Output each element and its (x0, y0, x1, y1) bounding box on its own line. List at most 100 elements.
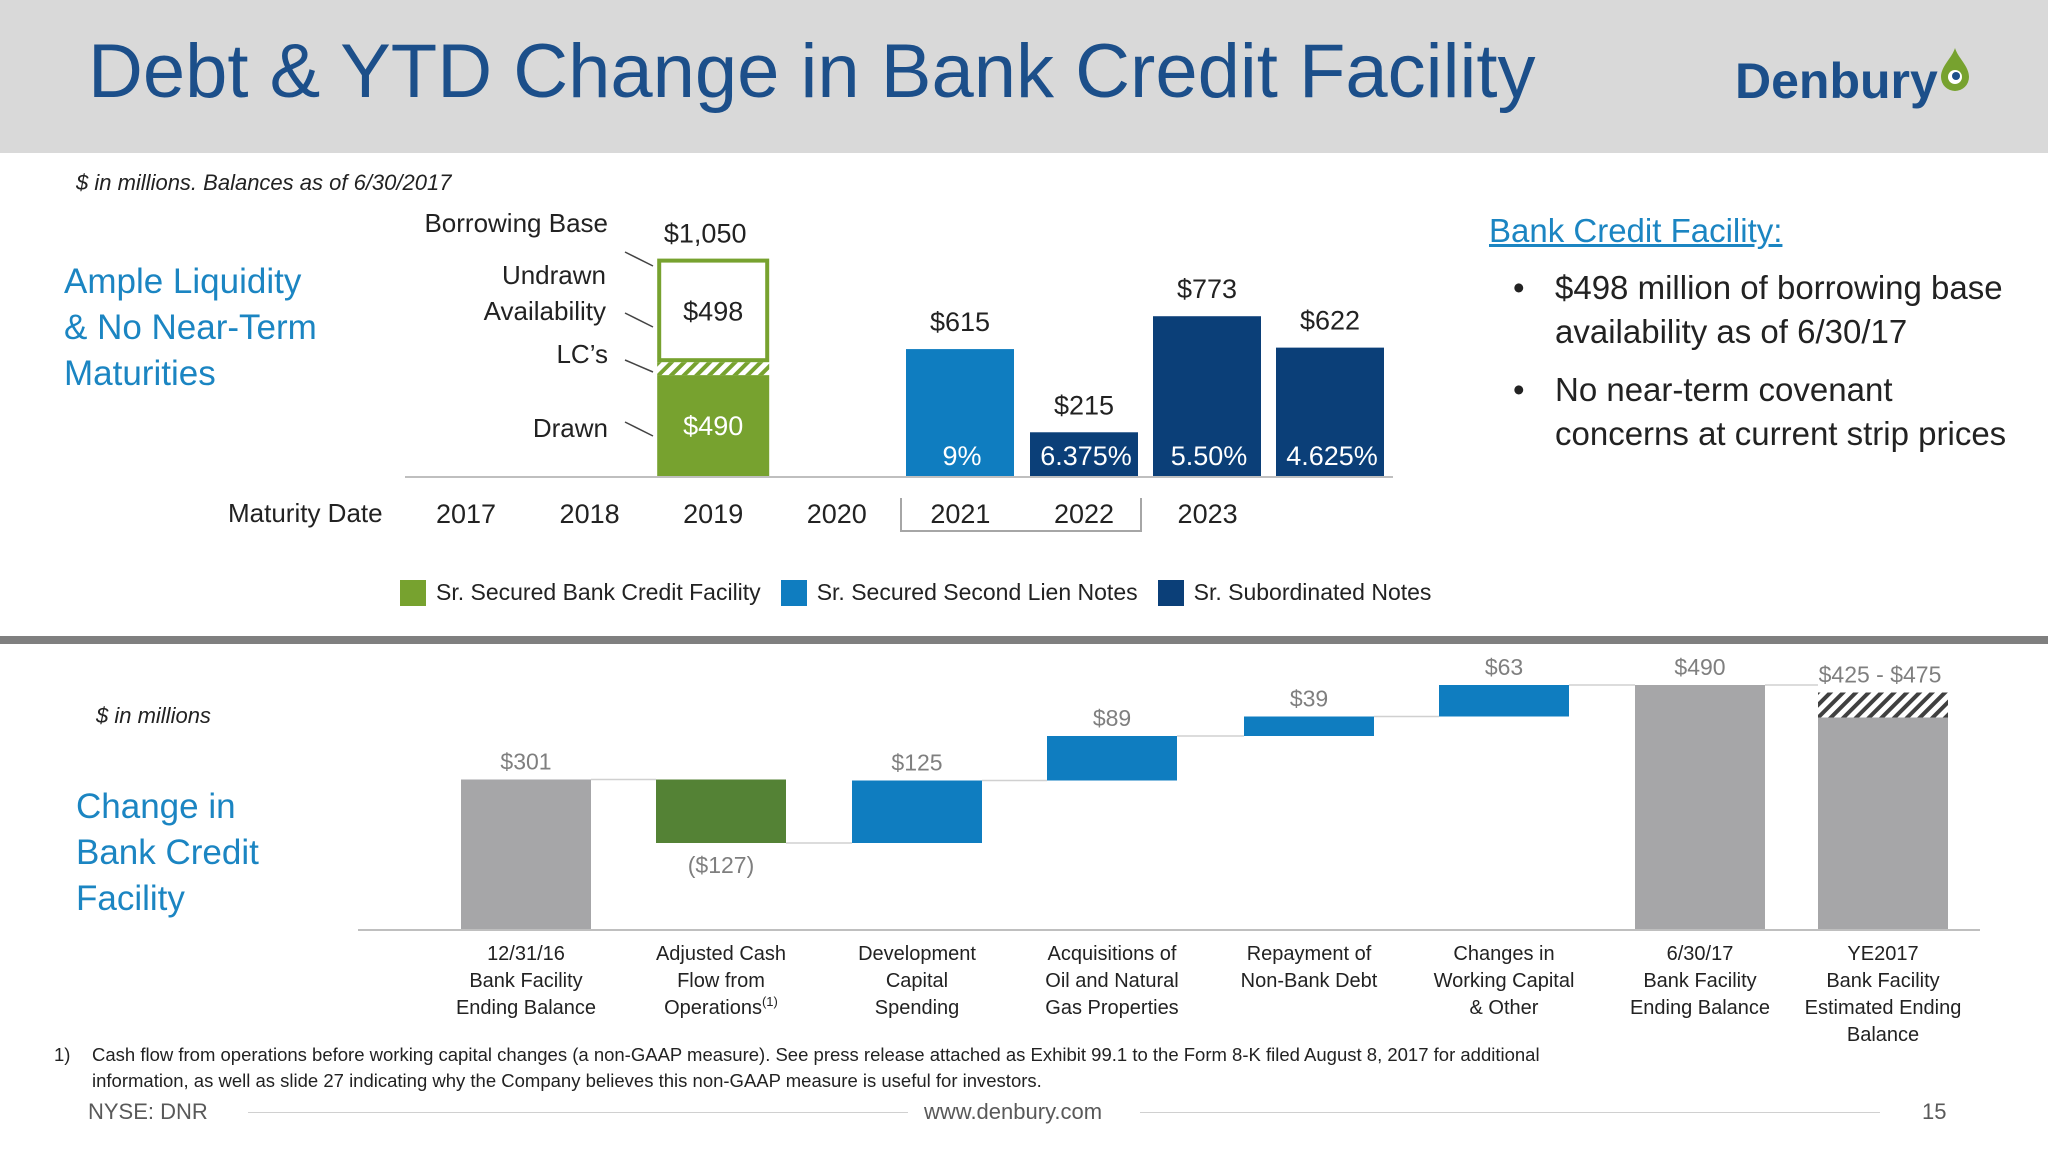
undrawn-pointer (624, 312, 654, 328)
lcs-pointer (624, 359, 654, 373)
waterfall-bar (1244, 716, 1374, 736)
bank-facility-bullets: $498 million of borrowing base availabil… (1510, 266, 2030, 470)
bank-facility-title: Bank Credit Facility: (1489, 212, 1783, 249)
bar-rate-label: 6.375% (1040, 441, 1132, 471)
heading-line: & No Near-Term (64, 308, 317, 347)
logo-drop-icon (1941, 48, 1969, 91)
waterfall-value-label: $490 (1674, 654, 1725, 680)
bar-2022 (1153, 316, 1261, 477)
waterfall-value-label: $89 (1093, 705, 1131, 731)
footer-page-number: 15 (1922, 1099, 1947, 1124)
waterfall-bar (852, 780, 982, 843)
legend-item-second-lien: Sr. Secured Second Lien Notes (780, 579, 1138, 606)
company-logo-text: Denbury (1735, 53, 1938, 109)
waterfall-category-label: Repayment of Non-Bank Debt (1241, 943, 1378, 992)
heading-line: Ample Liquidity (64, 262, 302, 301)
drawn-annotation: Drawn (533, 413, 608, 443)
legend-swatch (780, 579, 807, 606)
section-divider (0, 636, 2048, 644)
borrowing-base-pointer (624, 251, 654, 267)
waterfall-category-label: 12/31/16 Bank Facility Ending Balance (456, 943, 596, 1019)
units-note-top: $ in millions. Balances as of 6/30/2017 (76, 170, 452, 195)
bar-undrawn (657, 258, 770, 363)
undrawn-annotation-line2: Availability (484, 296, 606, 326)
footnote-number: 1) (54, 1044, 71, 1065)
x-tick-label: 2018 (560, 499, 620, 529)
undrawn-annotation-line1: Undrawn (502, 260, 606, 290)
maturity-chart: 2017 2018 2019 2020 2021 2022 2023 $490 $498 $1,0… (228, 208, 1393, 532)
x-tick-label: 2019 (683, 499, 743, 529)
waterfall-bar (1818, 717, 1948, 930)
heading-line: Facility (76, 879, 185, 918)
legend-label: Sr. Subordinated Notes (1193, 579, 1432, 605)
x-axis-label: Maturity Date (228, 498, 383, 528)
bar-value-label: $615 (930, 307, 990, 337)
units-note-bottom: $ in millions (96, 703, 211, 728)
year-2021-bracket (900, 498, 1142, 532)
footer-website: www.denbury.com (924, 1099, 1103, 1124)
bar-rate-label: 5.50% (1171, 441, 1248, 471)
bar-drawn (657, 375, 770, 477)
section-heading-liquidity: Ample Liquidity & No Near-Term Maturitie… (64, 259, 317, 397)
waterfall-bar (1439, 685, 1569, 717)
x-tick-label: 2021 (930, 499, 990, 529)
waterfall-bar (461, 779, 591, 930)
bar-value-label: $773 (1177, 274, 1237, 304)
header-band (0, 0, 2048, 153)
waterfall-bar (656, 779, 786, 843)
x-tick-label: 2017 (436, 499, 496, 529)
waterfall-value-label: $301 (500, 749, 551, 775)
heading-line: Bank Credit (76, 833, 259, 872)
bar-2023 (1276, 347, 1384, 477)
bar-label-undrawn: $498 (683, 296, 743, 326)
page-title: Debt & YTD Change in Bank Credit Facilit… (88, 29, 1536, 114)
bar-2021 (1030, 432, 1138, 477)
heading-line: Change in (76, 787, 236, 826)
bar-2021 (906, 349, 1014, 477)
waterfall-category-label: Changes in Working Capital & Other (1434, 943, 1575, 1019)
waterfall-category-label: Acquisitions of Oil and Natural Gas Proper… (1045, 943, 1178, 1019)
footnote-text: Cash flow from operations before working… (92, 1044, 1540, 1091)
borrowing-base-annotation: Borrowing Base (424, 208, 608, 238)
x-tick-label: 2022 (1054, 499, 1114, 529)
bar-rate-label: 9% (942, 441, 981, 471)
waterfall-bar (1635, 685, 1765, 930)
bar-value-label: $215 (1054, 390, 1114, 420)
bar-lcs (657, 362, 770, 376)
footnote: 1) Cash flow from operations before work… (54, 1042, 1634, 1094)
waterfall-value-label: ($127) (688, 852, 754, 878)
bar-label-drawn: $490 (683, 411, 743, 441)
drawn-pointer (624, 421, 654, 437)
legend-item-subordinated: Sr. Subordinated Notes (1157, 579, 1432, 606)
waterfall-value-label: $125 (891, 750, 942, 776)
bar-rate-label: 4.625% (1286, 441, 1378, 471)
legend-swatch (400, 579, 426, 606)
bullet-item: $498 million of borrowing base availabil… (1510, 266, 2030, 354)
x-tick-label: 2020 (807, 499, 867, 529)
waterfall-category-label: Development Capital Spending (858, 943, 976, 1019)
bar-value-label: $622 (1300, 306, 1360, 336)
waterfall-range-band (1818, 692, 1948, 718)
legend-label: Sr. Secured Second Lien Notes (816, 579, 1138, 605)
waterfall-value-label: $63 (1485, 654, 1523, 680)
footer-rule-left (248, 1112, 908, 1113)
waterfall-bar (1047, 736, 1177, 781)
heading-line: Maturities (64, 354, 216, 393)
waterfall-value-label: $425 - $475 (1819, 662, 1942, 688)
waterfall-chart: $301 ($127) $125 $89 $39 $63 $490 $425 - $475 12… (358, 654, 1980, 1045)
chart-legend: Sr. Secured Bank Credit Facility Sr. Sec… (400, 579, 1451, 606)
lcs-annotation: LC’s (556, 339, 608, 369)
x-tick-label: 2023 (1178, 499, 1238, 529)
legend-swatch (1157, 579, 1184, 606)
legend-label: Sr. Secured Bank Credit Facility (436, 579, 761, 605)
bar-label-borrowing-base: $1,050 (664, 219, 747, 249)
waterfall-category-label: 6/30/17 Bank Facility Ending Balance (1630, 943, 1770, 1019)
waterfall-category-label: YE2017 Bank Facility Estimated Ending Balan… (1805, 943, 1962, 1045)
waterfall-category-label: Adjusted Cash Flow from Operations(1) (656, 943, 786, 1019)
legend-item-bank-facility: Sr. Secured Bank Credit Facility (400, 579, 761, 606)
footer-rule-right (1140, 1112, 1880, 1113)
waterfall-value-label: $39 (1290, 686, 1328, 712)
footer-ticker: NYSE: DNR (88, 1099, 208, 1124)
section-heading-change: Change in Bank Credit Facility (76, 784, 259, 922)
bullet-item: No near-term covenant concerns at curren… (1510, 368, 2030, 456)
